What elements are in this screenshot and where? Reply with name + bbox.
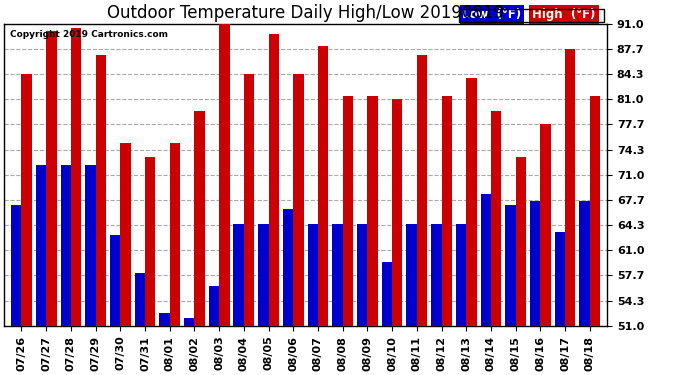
Title: Outdoor Temperature Daily High/Low 20190819: Outdoor Temperature Daily High/Low 20190… bbox=[107, 4, 504, 22]
Bar bbox=[159, 313, 170, 326]
Bar bbox=[268, 34, 279, 326]
Bar bbox=[120, 143, 130, 326]
Bar bbox=[233, 224, 244, 326]
Bar bbox=[61, 165, 71, 326]
Bar bbox=[406, 224, 417, 326]
Bar bbox=[283, 209, 293, 326]
Bar bbox=[96, 56, 106, 326]
Bar bbox=[21, 74, 32, 326]
Bar bbox=[431, 224, 442, 326]
Bar bbox=[392, 99, 402, 326]
Bar bbox=[505, 205, 515, 326]
Bar bbox=[209, 286, 219, 326]
Bar bbox=[343, 96, 353, 326]
Bar bbox=[110, 235, 120, 326]
Bar bbox=[367, 96, 378, 326]
Bar bbox=[145, 157, 155, 326]
Bar bbox=[515, 157, 526, 326]
Bar bbox=[382, 262, 392, 326]
Bar bbox=[456, 224, 466, 326]
Bar bbox=[540, 124, 551, 326]
Bar bbox=[219, 24, 230, 326]
Bar bbox=[184, 318, 195, 326]
Text: Low  (°F): Low (°F) bbox=[462, 8, 522, 21]
Bar bbox=[480, 194, 491, 326]
Bar bbox=[590, 96, 600, 326]
Bar bbox=[85, 165, 96, 326]
Bar bbox=[195, 111, 205, 326]
Bar bbox=[170, 143, 180, 326]
Text: Copyright 2019 Cartronics.com: Copyright 2019 Cartronics.com bbox=[10, 30, 168, 39]
Bar bbox=[293, 74, 304, 326]
Bar bbox=[417, 56, 427, 326]
Bar bbox=[580, 201, 590, 326]
Bar bbox=[318, 46, 328, 326]
Bar bbox=[491, 111, 502, 326]
Bar bbox=[308, 224, 318, 326]
Bar bbox=[555, 231, 565, 326]
Bar bbox=[357, 224, 367, 326]
Bar bbox=[135, 273, 145, 326]
Bar bbox=[565, 49, 575, 326]
Bar bbox=[36, 165, 46, 326]
Bar bbox=[244, 74, 254, 326]
Bar bbox=[442, 96, 452, 326]
Bar bbox=[11, 205, 21, 326]
Bar bbox=[530, 201, 540, 326]
Bar bbox=[46, 30, 57, 326]
Text: High  (°F): High (°F) bbox=[532, 8, 595, 21]
Bar bbox=[466, 78, 477, 326]
Bar bbox=[333, 224, 343, 326]
Bar bbox=[258, 224, 268, 326]
Bar bbox=[71, 27, 81, 326]
